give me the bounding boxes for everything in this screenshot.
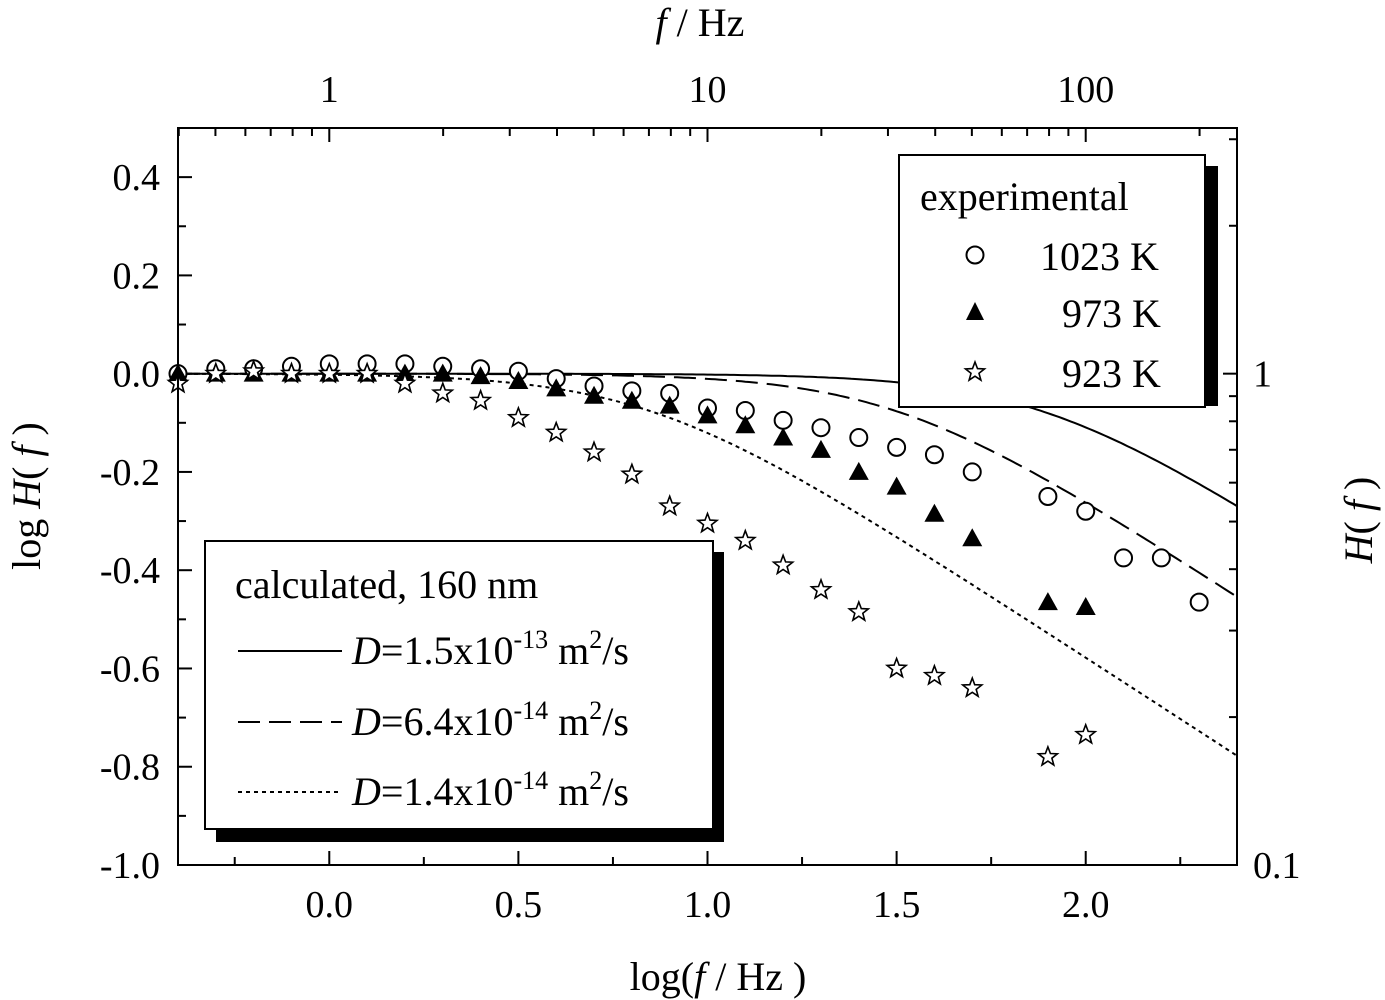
marker-973k	[1075, 597, 1096, 616]
marker-923k	[279, 361, 304, 384]
x-tick-label: 2.0	[1062, 884, 1110, 926]
marker-973k	[432, 363, 453, 382]
top-axis-title: f / Hz	[656, 0, 745, 45]
marker-973k	[848, 461, 869, 480]
marker-973k	[1037, 592, 1058, 611]
marker-973k	[508, 371, 529, 390]
marker-923k	[468, 388, 493, 411]
x-tick-label: 0.5	[495, 884, 543, 926]
legend-d-dotted-label: D=1.4x10-14 m2/s	[351, 766, 629, 814]
marker-923k	[658, 494, 682, 517]
top-axis-ticks: 1 10 100	[177, 69, 1201, 142]
marker-973k	[621, 390, 642, 409]
marker-973k	[470, 366, 491, 385]
marker-923k	[695, 511, 720, 534]
y-tick-label: -0.4	[100, 550, 160, 592]
marker-973k	[735, 415, 756, 434]
marker-1023k	[887, 437, 907, 457]
marker-923k	[1074, 722, 1098, 745]
marker-923k	[771, 553, 795, 576]
legend-filled-triangle-icon	[966, 302, 984, 320]
marker-923k	[317, 361, 341, 384]
marker-973k	[584, 385, 605, 404]
y-tick-label: 0.0	[113, 354, 161, 396]
marker-923k	[847, 599, 871, 622]
y-tick-label: -0.2	[100, 452, 160, 494]
legend-d-dashed-label: D=6.4x10-14 m2/s	[351, 696, 629, 744]
marker-923k	[241, 358, 266, 382]
marker-923k	[884, 656, 909, 679]
y-tick-label: -1.0	[100, 845, 160, 887]
right-axis-ticks: 10.1	[1223, 138, 1301, 887]
x-axis-title: log(f / Hz )	[630, 954, 807, 999]
x-tick-label: 0.0	[306, 884, 354, 926]
legend-923k-label: 923 K	[1062, 351, 1161, 396]
top-tick-label: 1	[320, 69, 339, 111]
marker-973k	[773, 427, 794, 446]
y-tick-label: 0.4	[113, 157, 161, 199]
marker-1023k	[849, 428, 869, 448]
marker-1023k	[1076, 501, 1096, 521]
legend-open-star-icon	[963, 359, 987, 382]
marker-923k	[544, 420, 568, 443]
marker-1023k	[1114, 548, 1134, 568]
marker-923k	[733, 528, 757, 551]
marker-923k	[1036, 744, 1060, 767]
marker-923k	[922, 663, 947, 686]
marker-1023k	[811, 418, 831, 438]
marker-923k	[506, 405, 531, 428]
right-tick-label: 0.1	[1253, 845, 1301, 887]
calculated-curves	[178, 372, 1237, 757]
y-tick-label: -0.8	[100, 747, 160, 789]
right-axis-title: H( f )	[1336, 477, 1381, 565]
x-axis-ticks: 0.0 0.5 1.0 1.5 2.0	[233, 851, 1182, 926]
legend-d-solid-label: D=1.5x10-13 m2/s	[351, 625, 629, 673]
marker-973k	[924, 503, 945, 522]
y-tick-label: 0.2	[113, 255, 161, 297]
marker-923k	[809, 577, 833, 600]
marker-923k	[431, 381, 455, 404]
experimental-legend-title: experimental	[920, 174, 1129, 219]
marker-923k	[355, 361, 379, 384]
calculated-legend: calculated, 160 nm D=1.5x10-13 m2/s D=6.…	[204, 540, 724, 842]
x-tick-label: 1.5	[873, 884, 921, 926]
y-axis-title: log H( f )	[4, 422, 49, 570]
marker-973k	[697, 405, 718, 424]
marker-923k	[393, 371, 417, 394]
y-axis-ticks: 0.4 0.2 0.0 -0.2 -0.4 -0.6 -0.8 -1.0	[100, 157, 192, 887]
experimental-legend: experimental 1023 K 973 K 923 K	[898, 154, 1218, 408]
marker-1023k	[1038, 487, 1058, 506]
marker-1023k	[1189, 592, 1209, 612]
marker-923k	[620, 462, 644, 485]
marker-973k	[810, 439, 831, 458]
calculated-legend-title: calculated, 160 nm	[235, 562, 538, 607]
right-tick-label: 1	[1253, 354, 1272, 396]
legend-star-shape	[963, 359, 987, 382]
legend-973k-label: 973 K	[1062, 291, 1161, 336]
marker-1023k	[962, 462, 982, 482]
x-tick-label: 1.0	[684, 884, 732, 926]
top-tick-label: 100	[1057, 69, 1114, 111]
plot-frame	[177, 127, 1238, 866]
marker-923k	[582, 440, 606, 463]
legend-1023k-label: 1023 K	[1040, 234, 1159, 279]
marker-973k	[659, 395, 680, 414]
marker-1023k	[773, 410, 793, 430]
legend-open-circle-icon	[965, 245, 985, 265]
curve-dashed	[178, 372, 1237, 598]
top-tick-label: 10	[689, 69, 727, 111]
y-tick-label: -0.6	[100, 648, 160, 690]
marker-923k	[204, 361, 228, 384]
marker-923k	[960, 675, 984, 699]
curve-dotted	[178, 372, 1237, 757]
marker-973k	[886, 476, 907, 495]
marker-973k	[962, 528, 983, 547]
marker-1023k	[924, 445, 944, 465]
marker-973k	[546, 378, 567, 397]
experimental-markers	[166, 354, 1209, 767]
marker-1023k	[1151, 548, 1171, 568]
